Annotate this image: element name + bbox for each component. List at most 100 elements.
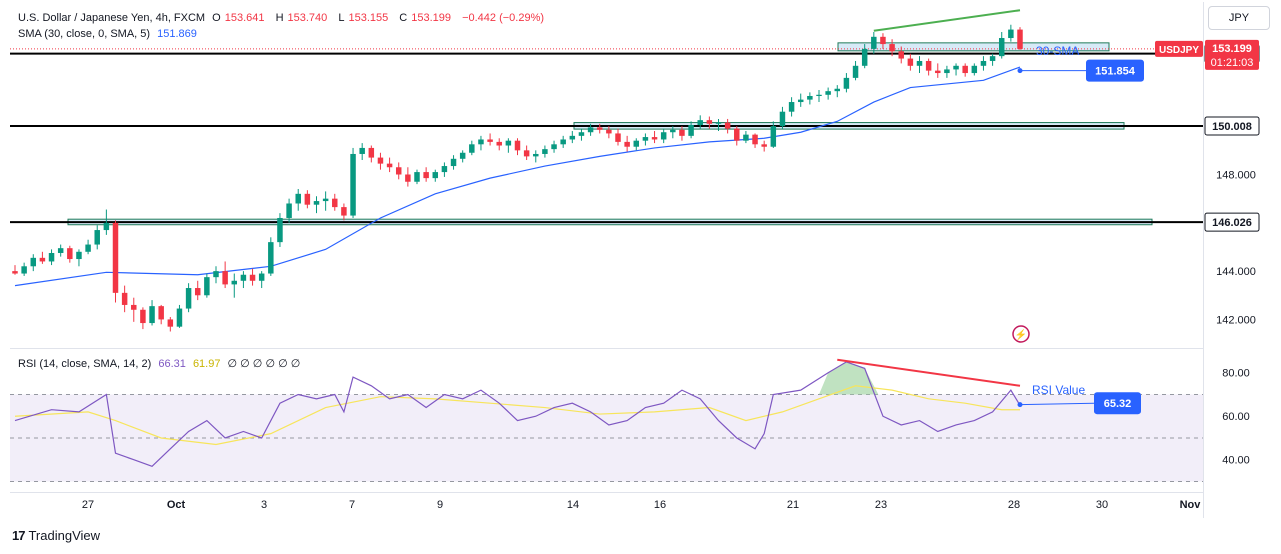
candle[interactable] [998, 31, 1005, 59]
candle[interactable] [807, 92, 813, 105]
symbol-tag[interactable]: USDJPY [1155, 40, 1203, 57]
candle[interactable] [240, 271, 247, 289]
candle[interactable] [1008, 24, 1014, 42]
candle[interactable] [953, 63, 959, 76]
candle[interactable] [386, 157, 393, 173]
candle[interactable] [185, 283, 192, 313]
rsi-value-badge[interactable]: 65.32 [1094, 392, 1141, 415]
candle[interactable] [94, 225, 100, 250]
candle[interactable] [322, 191, 329, 211]
support-zone-2[interactable] [837, 42, 1110, 52]
candle[interactable] [551, 140, 557, 153]
candle[interactable] [249, 268, 256, 286]
candle[interactable] [816, 89, 822, 103]
candle[interactable] [368, 145, 375, 163]
candle[interactable] [158, 304, 164, 325]
candle[interactable] [715, 118, 722, 132]
level-price-badge[interactable]: 146.026 [1204, 212, 1260, 232]
candle[interactable] [542, 145, 548, 158]
candle[interactable] [76, 249, 82, 267]
candle[interactable] [889, 39, 895, 57]
candle[interactable] [560, 135, 566, 148]
candle[interactable] [268, 237, 274, 276]
candle[interactable] [697, 115, 703, 129]
footer-brand[interactable]: 17 TradingView [12, 528, 100, 543]
candle[interactable] [103, 209, 110, 235]
candle[interactable] [706, 116, 713, 129]
candle[interactable] [615, 128, 621, 146]
candle[interactable] [533, 150, 539, 163]
bearish-divergence-price-line[interactable] [873, 9, 1021, 32]
candle[interactable] [670, 126, 676, 139]
candle[interactable] [478, 135, 484, 151]
candle[interactable] [258, 271, 265, 289]
candle[interactable] [469, 140, 475, 156]
candle[interactable] [843, 73, 850, 93]
candle[interactable] [770, 121, 777, 148]
candle[interactable] [606, 126, 612, 139]
candle[interactable] [405, 167, 411, 187]
candle[interactable] [880, 33, 886, 49]
candle[interactable] [432, 169, 439, 182]
candle[interactable] [578, 128, 585, 141]
candle[interactable] [962, 63, 968, 77]
rsi-legend[interactable]: RSI (14, close, SMA, 14, 2) 66.31 61.97 … [18, 357, 304, 371]
candle[interactable] [633, 138, 640, 151]
candle[interactable] [596, 123, 603, 134]
candle[interactable] [825, 87, 831, 100]
level-price-badge[interactable]: 150.008 [1204, 116, 1260, 136]
candle[interactable] [496, 138, 502, 151]
candle[interactable] [48, 249, 55, 266]
candle[interactable] [761, 140, 767, 152]
candle[interactable] [898, 46, 904, 64]
candle[interactable] [916, 56, 923, 74]
sma-value-badge[interactable]: 151.854 [1086, 59, 1144, 82]
candle[interactable] [167, 317, 174, 332]
candle[interactable] [21, 262, 27, 276]
candle[interactable] [907, 53, 914, 71]
candle[interactable] [834, 85, 841, 98]
candle[interactable] [332, 193, 338, 211]
candle[interactable] [57, 244, 64, 257]
candle[interactable] [414, 169, 420, 185]
candle[interactable] [679, 126, 685, 141]
candle[interactable] [944, 65, 950, 78]
candle[interactable] [797, 93, 804, 107]
sma-legend[interactable]: SMA (30, close, 0, SMA, 5) 151.869 [18, 27, 201, 41]
candle[interactable] [624, 135, 630, 152]
candle[interactable] [39, 251, 46, 264]
bearish-divergence-rsi-line[interactable] [837, 358, 1021, 387]
candle[interactable] [140, 307, 146, 330]
rsi-ma-line[interactable] [14, 385, 1020, 446]
candle[interactable] [779, 106, 786, 129]
candle[interactable] [359, 143, 365, 161]
candle[interactable] [871, 31, 877, 54]
candle[interactable] [1017, 27, 1023, 50]
candle[interactable] [176, 304, 183, 328]
candle[interactable] [861, 44, 868, 69]
candle[interactable] [925, 58, 932, 76]
candle[interactable] [286, 198, 292, 223]
candle[interactable] [459, 150, 466, 163]
candle[interactable] [204, 273, 210, 298]
candle[interactable] [85, 239, 91, 255]
candle[interactable] [213, 266, 219, 284]
current-price-badge[interactable]: 153.199 01:21:03 [1205, 39, 1259, 70]
candle[interactable] [505, 138, 512, 153]
candle[interactable] [852, 60, 859, 81]
candle[interactable] [350, 147, 356, 218]
candle[interactable] [341, 203, 347, 221]
candle[interactable] [231, 273, 238, 298]
candle[interactable] [121, 285, 128, 313]
candle[interactable] [12, 265, 18, 275]
candle[interactable] [304, 190, 311, 209]
candle[interactable] [30, 254, 37, 272]
candle[interactable] [149, 300, 155, 326]
candle[interactable] [423, 167, 429, 182]
candle[interactable] [112, 220, 119, 303]
candle[interactable] [313, 196, 320, 214]
candle[interactable] [651, 131, 658, 144]
candle[interactable] [487, 133, 493, 146]
sma-line[interactable] [14, 66, 1021, 287]
candle[interactable] [295, 188, 301, 211]
